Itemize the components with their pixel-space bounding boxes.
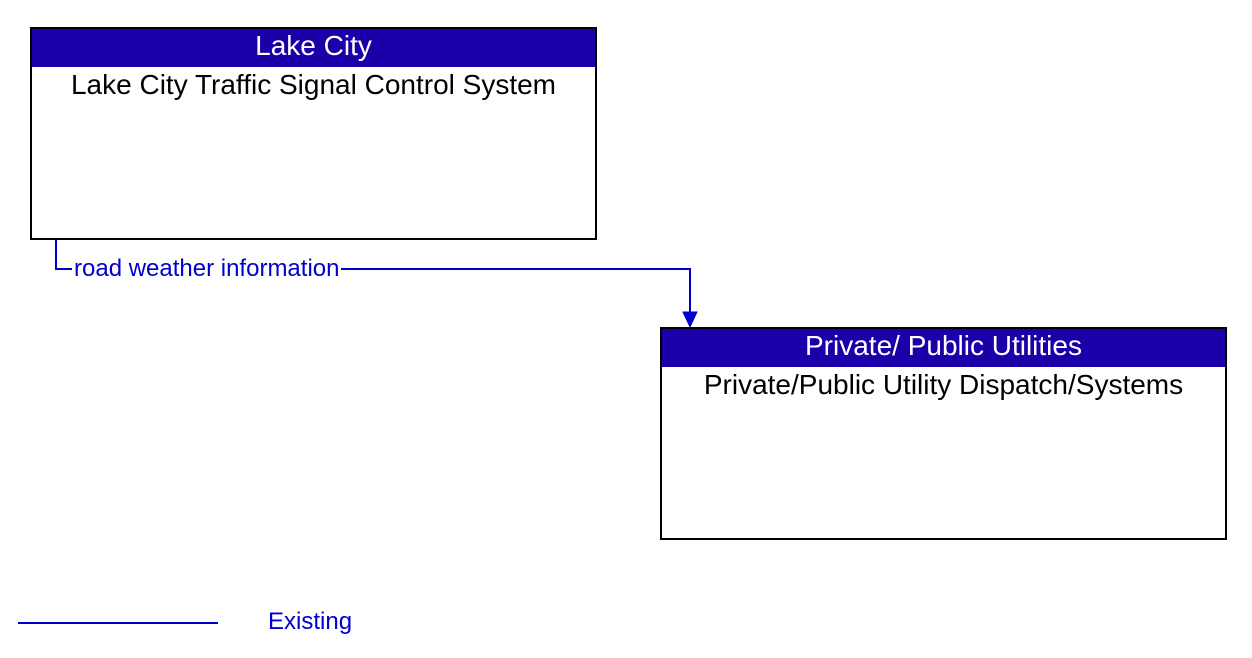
node-lake-city-body: Lake City Traffic Signal Control System xyxy=(32,67,595,103)
edge-arrowhead xyxy=(683,312,697,327)
diagram-canvas: Lake City Lake City Traffic Signal Contr… xyxy=(0,0,1252,658)
legend-label-existing: Existing xyxy=(268,608,352,636)
node-utilities-header: Private/ Public Utilities xyxy=(662,329,1225,367)
node-lake-city: Lake City Lake City Traffic Signal Contr… xyxy=(30,27,597,240)
legend-line-existing xyxy=(18,622,218,624)
node-utilities: Private/ Public Utilities Private/Public… xyxy=(660,327,1227,540)
node-utilities-body: Private/Public Utility Dispatch/Systems xyxy=(662,367,1225,403)
node-lake-city-header: Lake City xyxy=(32,29,595,67)
edge-label-road-weather: road weather information xyxy=(72,255,341,283)
